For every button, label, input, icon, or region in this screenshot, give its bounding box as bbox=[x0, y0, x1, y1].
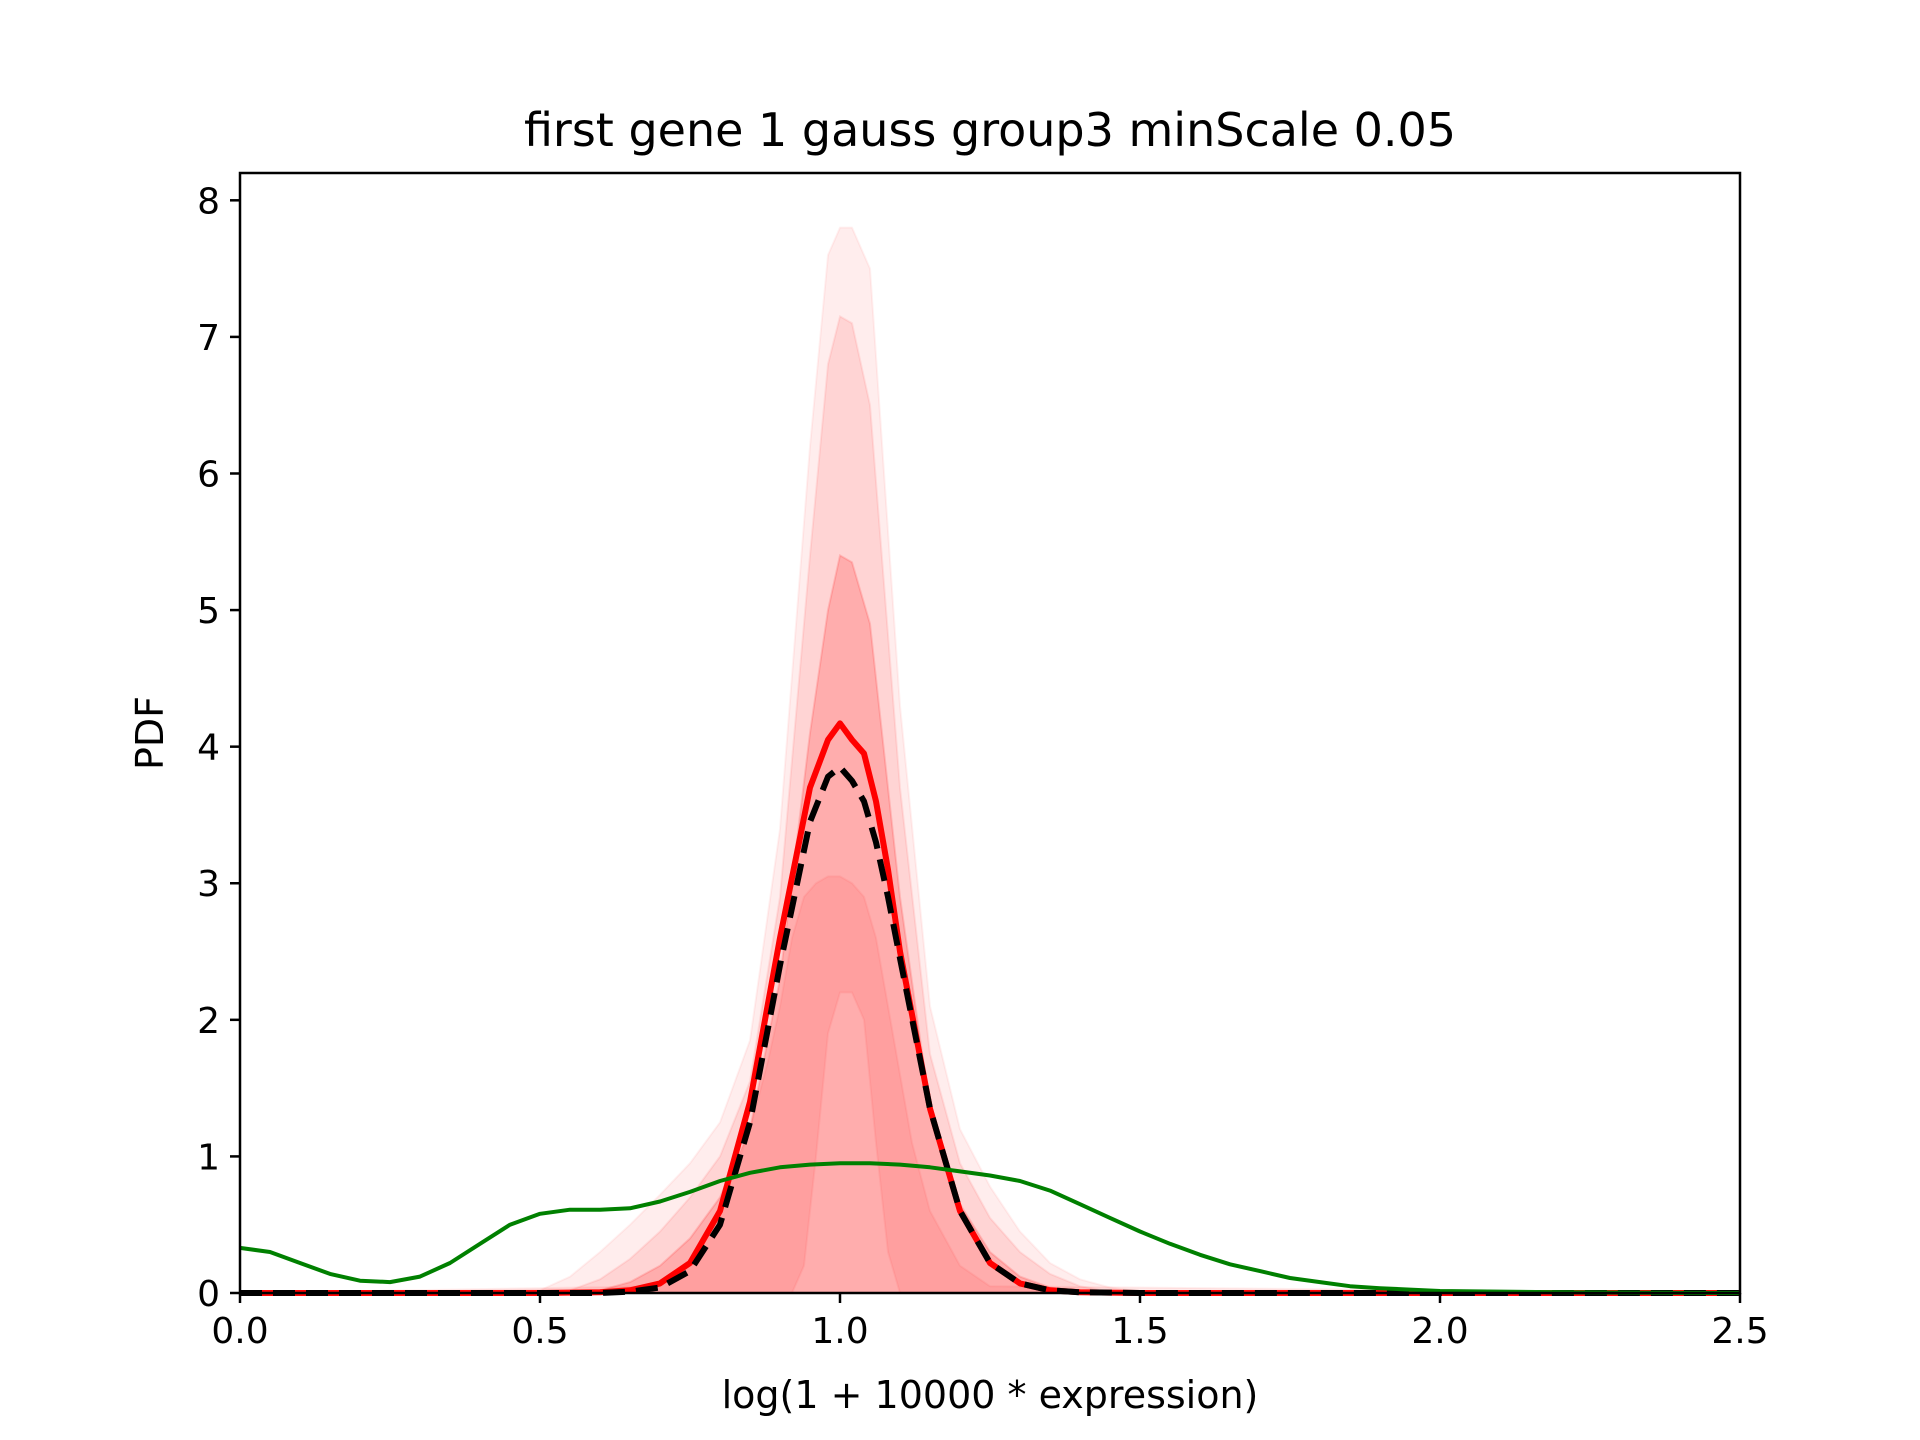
plot-frame bbox=[238, 171, 1742, 1295]
x-tick-label: 0.0 bbox=[211, 1311, 268, 1352]
y-tick-label: 7 bbox=[197, 318, 220, 359]
y-axis: 0 1 2 3 4 5 6 7 8 bbox=[197, 181, 240, 1315]
x-tick-label: 2.0 bbox=[1411, 1311, 1468, 1352]
x-axis: 0.0 0.5 1.0 1.5 2.0 2.5 bbox=[211, 1293, 1769, 1352]
chart-title: first gene 1 gauss group3 minScale 0.05 bbox=[524, 103, 1456, 157]
y-tick-label: 3 bbox=[197, 864, 220, 905]
series-layer bbox=[239, 720, 1741, 1296]
y-tick-label: 2 bbox=[197, 1001, 220, 1042]
y-tick-label: 6 bbox=[197, 454, 220, 495]
x-tick-label: 0.5 bbox=[511, 1311, 568, 1352]
y-tick-label: 8 bbox=[197, 181, 220, 222]
mean-pdf-line bbox=[240, 720, 1740, 1296]
y-tick-label: 0 bbox=[197, 1274, 220, 1315]
x-tick-label: 2.5 bbox=[1711, 1311, 1768, 1352]
x-axis-label: log(1 + 10000 * expression) bbox=[722, 1373, 1259, 1417]
empirical-density-line bbox=[239, 1161, 1741, 1295]
true-pdf-dashed-line bbox=[240, 764, 1740, 1296]
y-tick-label: 1 bbox=[197, 1137, 220, 1178]
x-tick-label: 1.0 bbox=[811, 1311, 868, 1352]
y-axis-label: PDF bbox=[128, 696, 172, 770]
x-tick-label: 1.5 bbox=[1111, 1311, 1168, 1352]
y-tick-label: 5 bbox=[197, 591, 220, 632]
y-tick-label: 4 bbox=[197, 728, 220, 769]
